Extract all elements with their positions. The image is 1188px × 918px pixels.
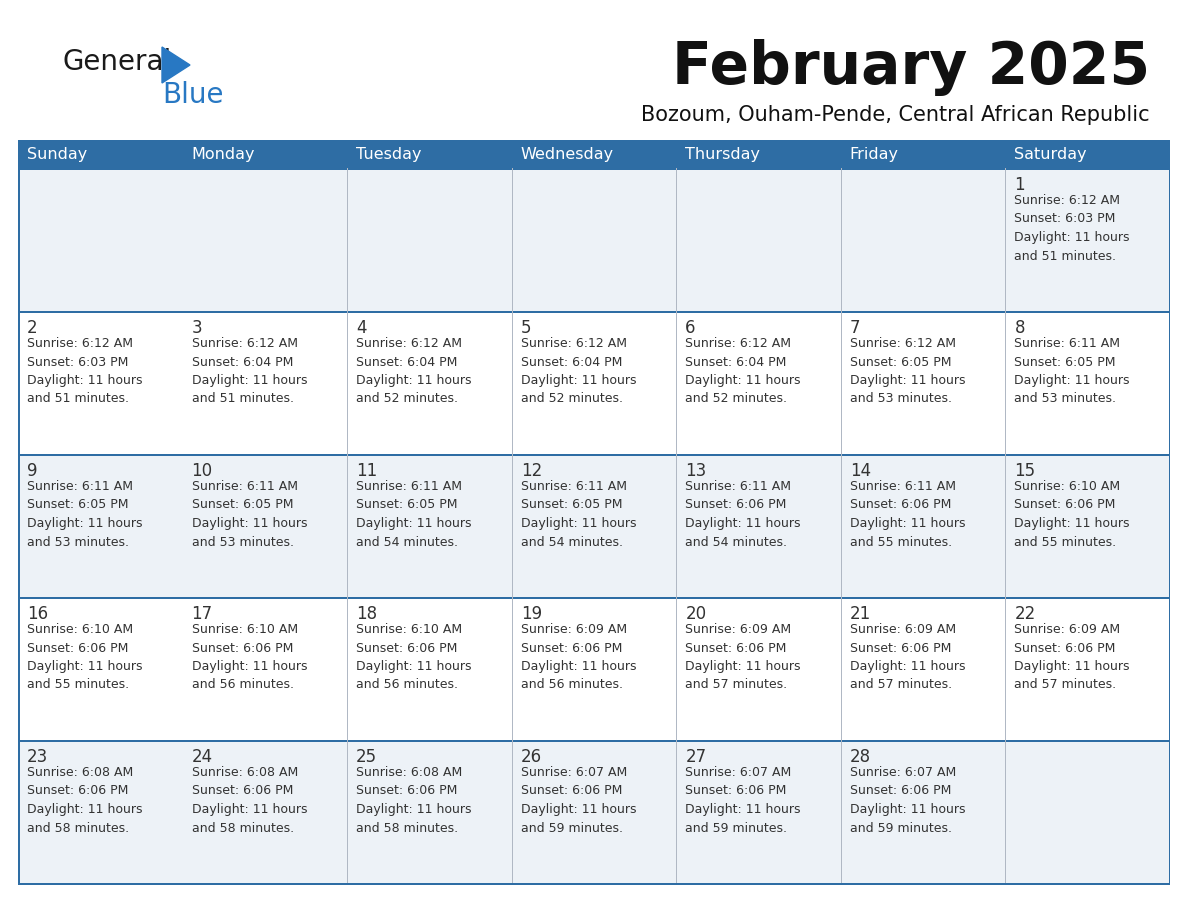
Text: 26: 26 <box>520 748 542 766</box>
Text: 28: 28 <box>849 748 871 766</box>
Polygon shape <box>162 47 190 83</box>
Text: Sunrise: 6:12 AM
Sunset: 6:04 PM
Daylight: 11 hours
and 52 minutes.: Sunrise: 6:12 AM Sunset: 6:04 PM Dayligh… <box>356 337 472 406</box>
Text: Thursday: Thursday <box>685 147 760 162</box>
Text: Sunrise: 6:12 AM
Sunset: 6:04 PM
Daylight: 11 hours
and 52 minutes.: Sunrise: 6:12 AM Sunset: 6:04 PM Dayligh… <box>520 337 637 406</box>
Text: Sunrise: 6:12 AM
Sunset: 6:03 PM
Daylight: 11 hours
and 51 minutes.: Sunrise: 6:12 AM Sunset: 6:03 PM Dayligh… <box>1015 194 1130 263</box>
Bar <box>183 140 347 168</box>
Text: Sunrise: 6:07 AM
Sunset: 6:06 PM
Daylight: 11 hours
and 59 minutes.: Sunrise: 6:07 AM Sunset: 6:06 PM Dayligh… <box>685 766 801 834</box>
Text: 9: 9 <box>27 462 38 480</box>
Bar <box>676 140 841 168</box>
Text: 17: 17 <box>191 605 213 623</box>
Text: 20: 20 <box>685 605 707 623</box>
Text: 6: 6 <box>685 319 696 337</box>
Text: General: General <box>62 48 171 76</box>
Text: Sunrise: 6:09 AM
Sunset: 6:06 PM
Daylight: 11 hours
and 57 minutes.: Sunrise: 6:09 AM Sunset: 6:06 PM Dayligh… <box>1015 623 1130 691</box>
Text: Saturday: Saturday <box>1015 147 1087 162</box>
Text: 25: 25 <box>356 748 378 766</box>
Text: Sunrise: 6:10 AM
Sunset: 6:06 PM
Daylight: 11 hours
and 55 minutes.: Sunrise: 6:10 AM Sunset: 6:06 PM Dayligh… <box>27 623 143 691</box>
Bar <box>18 454 1170 455</box>
Bar <box>18 140 19 883</box>
Text: 13: 13 <box>685 462 707 480</box>
Text: 24: 24 <box>191 748 213 766</box>
Text: 21: 21 <box>849 605 871 623</box>
Bar <box>18 168 1170 311</box>
Bar <box>347 140 512 168</box>
Text: Sunrise: 6:07 AM
Sunset: 6:06 PM
Daylight: 11 hours
and 59 minutes.: Sunrise: 6:07 AM Sunset: 6:06 PM Dayligh… <box>849 766 966 834</box>
Bar <box>18 740 1170 742</box>
Text: Sunrise: 6:10 AM
Sunset: 6:06 PM
Daylight: 11 hours
and 56 minutes.: Sunrise: 6:10 AM Sunset: 6:06 PM Dayligh… <box>191 623 307 691</box>
Text: 10: 10 <box>191 462 213 480</box>
Text: Sunrise: 6:09 AM
Sunset: 6:06 PM
Daylight: 11 hours
and 56 minutes.: Sunrise: 6:09 AM Sunset: 6:06 PM Dayligh… <box>520 623 637 691</box>
Bar <box>18 454 1170 597</box>
Text: Sunrise: 6:09 AM
Sunset: 6:06 PM
Daylight: 11 hours
and 57 minutes.: Sunrise: 6:09 AM Sunset: 6:06 PM Dayligh… <box>849 623 966 691</box>
Bar <box>1169 140 1170 883</box>
Text: Sunrise: 6:09 AM
Sunset: 6:06 PM
Daylight: 11 hours
and 57 minutes.: Sunrise: 6:09 AM Sunset: 6:06 PM Dayligh… <box>685 623 801 691</box>
Text: 12: 12 <box>520 462 542 480</box>
Text: Sunrise: 6:11 AM
Sunset: 6:05 PM
Daylight: 11 hours
and 54 minutes.: Sunrise: 6:11 AM Sunset: 6:05 PM Dayligh… <box>356 480 472 548</box>
Text: 3: 3 <box>191 319 202 337</box>
Text: Sunrise: 6:07 AM
Sunset: 6:06 PM
Daylight: 11 hours
and 59 minutes.: Sunrise: 6:07 AM Sunset: 6:06 PM Dayligh… <box>520 766 637 834</box>
Text: Monday: Monday <box>191 147 255 162</box>
Text: Sunday: Sunday <box>27 147 87 162</box>
Text: Sunrise: 6:11 AM
Sunset: 6:06 PM
Daylight: 11 hours
and 54 minutes.: Sunrise: 6:11 AM Sunset: 6:06 PM Dayligh… <box>685 480 801 548</box>
Text: Sunrise: 6:12 AM
Sunset: 6:04 PM
Daylight: 11 hours
and 52 minutes.: Sunrise: 6:12 AM Sunset: 6:04 PM Dayligh… <box>685 337 801 406</box>
Text: Sunrise: 6:08 AM
Sunset: 6:06 PM
Daylight: 11 hours
and 58 minutes.: Sunrise: 6:08 AM Sunset: 6:06 PM Dayligh… <box>27 766 143 834</box>
Text: Blue: Blue <box>162 81 223 109</box>
Bar <box>18 140 183 168</box>
Text: Sunrise: 6:08 AM
Sunset: 6:06 PM
Daylight: 11 hours
and 58 minutes.: Sunrise: 6:08 AM Sunset: 6:06 PM Dayligh… <box>191 766 307 834</box>
Text: Sunrise: 6:10 AM
Sunset: 6:06 PM
Daylight: 11 hours
and 56 minutes.: Sunrise: 6:10 AM Sunset: 6:06 PM Dayligh… <box>356 623 472 691</box>
Text: 18: 18 <box>356 605 378 623</box>
Text: 19: 19 <box>520 605 542 623</box>
Bar <box>18 311 1170 454</box>
Text: 16: 16 <box>27 605 49 623</box>
Text: 11: 11 <box>356 462 378 480</box>
Text: Sunrise: 6:11 AM
Sunset: 6:05 PM
Daylight: 11 hours
and 53 minutes.: Sunrise: 6:11 AM Sunset: 6:05 PM Dayligh… <box>27 480 143 548</box>
Bar <box>18 883 1170 885</box>
Text: 1: 1 <box>1015 176 1025 194</box>
Text: 27: 27 <box>685 748 707 766</box>
Text: 8: 8 <box>1015 319 1025 337</box>
Text: Sunrise: 6:10 AM
Sunset: 6:06 PM
Daylight: 11 hours
and 55 minutes.: Sunrise: 6:10 AM Sunset: 6:06 PM Dayligh… <box>1015 480 1130 548</box>
Bar <box>18 740 1170 883</box>
Text: Sunrise: 6:12 AM
Sunset: 6:04 PM
Daylight: 11 hours
and 51 minutes.: Sunrise: 6:12 AM Sunset: 6:04 PM Dayligh… <box>191 337 307 406</box>
Text: Sunrise: 6:12 AM
Sunset: 6:03 PM
Daylight: 11 hours
and 51 minutes.: Sunrise: 6:12 AM Sunset: 6:03 PM Dayligh… <box>27 337 143 406</box>
Text: Friday: Friday <box>849 147 899 162</box>
Text: 7: 7 <box>849 319 860 337</box>
Text: 2: 2 <box>27 319 38 337</box>
Text: Sunrise: 6:11 AM
Sunset: 6:05 PM
Daylight: 11 hours
and 53 minutes.: Sunrise: 6:11 AM Sunset: 6:05 PM Dayligh… <box>1015 337 1130 406</box>
Bar <box>18 597 1170 740</box>
Text: 23: 23 <box>27 748 49 766</box>
Text: Sunrise: 6:11 AM
Sunset: 6:05 PM
Daylight: 11 hours
and 53 minutes.: Sunrise: 6:11 AM Sunset: 6:05 PM Dayligh… <box>191 480 307 548</box>
Text: 22: 22 <box>1015 605 1036 623</box>
Bar <box>18 311 1170 312</box>
Bar <box>18 168 1170 170</box>
Text: Tuesday: Tuesday <box>356 147 422 162</box>
Text: February 2025: February 2025 <box>672 39 1150 96</box>
Text: 5: 5 <box>520 319 531 337</box>
Bar <box>18 597 1170 599</box>
Bar <box>1005 140 1170 168</box>
Bar <box>512 140 676 168</box>
Text: Sunrise: 6:08 AM
Sunset: 6:06 PM
Daylight: 11 hours
and 58 minutes.: Sunrise: 6:08 AM Sunset: 6:06 PM Dayligh… <box>356 766 472 834</box>
Text: Bozoum, Ouham-Pende, Central African Republic: Bozoum, Ouham-Pende, Central African Rep… <box>642 105 1150 125</box>
Text: Sunrise: 6:11 AM
Sunset: 6:06 PM
Daylight: 11 hours
and 55 minutes.: Sunrise: 6:11 AM Sunset: 6:06 PM Dayligh… <box>849 480 966 548</box>
Text: 14: 14 <box>849 462 871 480</box>
Text: 15: 15 <box>1015 462 1036 480</box>
Bar <box>841 140 1005 168</box>
Text: 4: 4 <box>356 319 367 337</box>
Text: Sunrise: 6:12 AM
Sunset: 6:05 PM
Daylight: 11 hours
and 53 minutes.: Sunrise: 6:12 AM Sunset: 6:05 PM Dayligh… <box>849 337 966 406</box>
Text: Sunrise: 6:11 AM
Sunset: 6:05 PM
Daylight: 11 hours
and 54 minutes.: Sunrise: 6:11 AM Sunset: 6:05 PM Dayligh… <box>520 480 637 548</box>
Text: Wednesday: Wednesday <box>520 147 614 162</box>
